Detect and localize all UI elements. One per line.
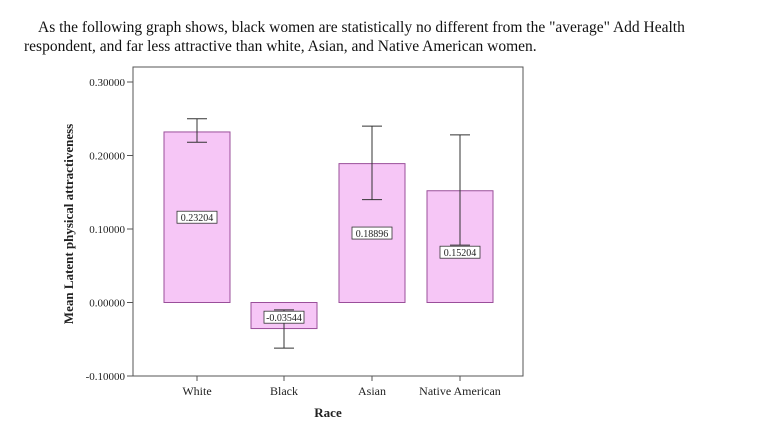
data-label: 0.15204 (444, 248, 477, 259)
x-tick-label: Black (270, 384, 298, 398)
data-label: 0.23204 (181, 213, 214, 224)
data-label-box (263, 310, 305, 324)
y-tick-label: 0.10000 (89, 224, 125, 236)
y-axis: -0.10000 0.00000 0.10000 0.20000 0.30000 (86, 77, 133, 383)
y-axis-title: Mean Latent physical attractiveness (61, 124, 76, 324)
intro-text: As the following graph shows, black wome… (24, 19, 685, 55)
data-label-box (351, 226, 393, 240)
y-tick-label: -0.10000 (86, 371, 126, 383)
data-label-box (176, 210, 218, 224)
intro-paragraph: As the following graph shows, black wome… (24, 18, 734, 56)
data-label-box (439, 245, 481, 259)
x-tick-label: Asian (358, 384, 386, 398)
data-label: 0.18896 (356, 229, 389, 240)
y-tick-label: 0.20000 (89, 151, 125, 163)
x-axis: White Black Asian Native American (182, 376, 501, 398)
y-tick-label: 0.00000 (89, 298, 125, 310)
plot-frame (132, 66, 524, 377)
y-tick-label: 0.30000 (89, 77, 125, 89)
bars-group: 0.23204 -0.03544 0.18896 0.15204 (163, 118, 494, 349)
data-label: -0.03544 (266, 313, 302, 324)
x-axis-title: Race (314, 405, 342, 420)
x-tick-label: White (182, 384, 211, 398)
x-tick-label: Native American (419, 384, 501, 398)
